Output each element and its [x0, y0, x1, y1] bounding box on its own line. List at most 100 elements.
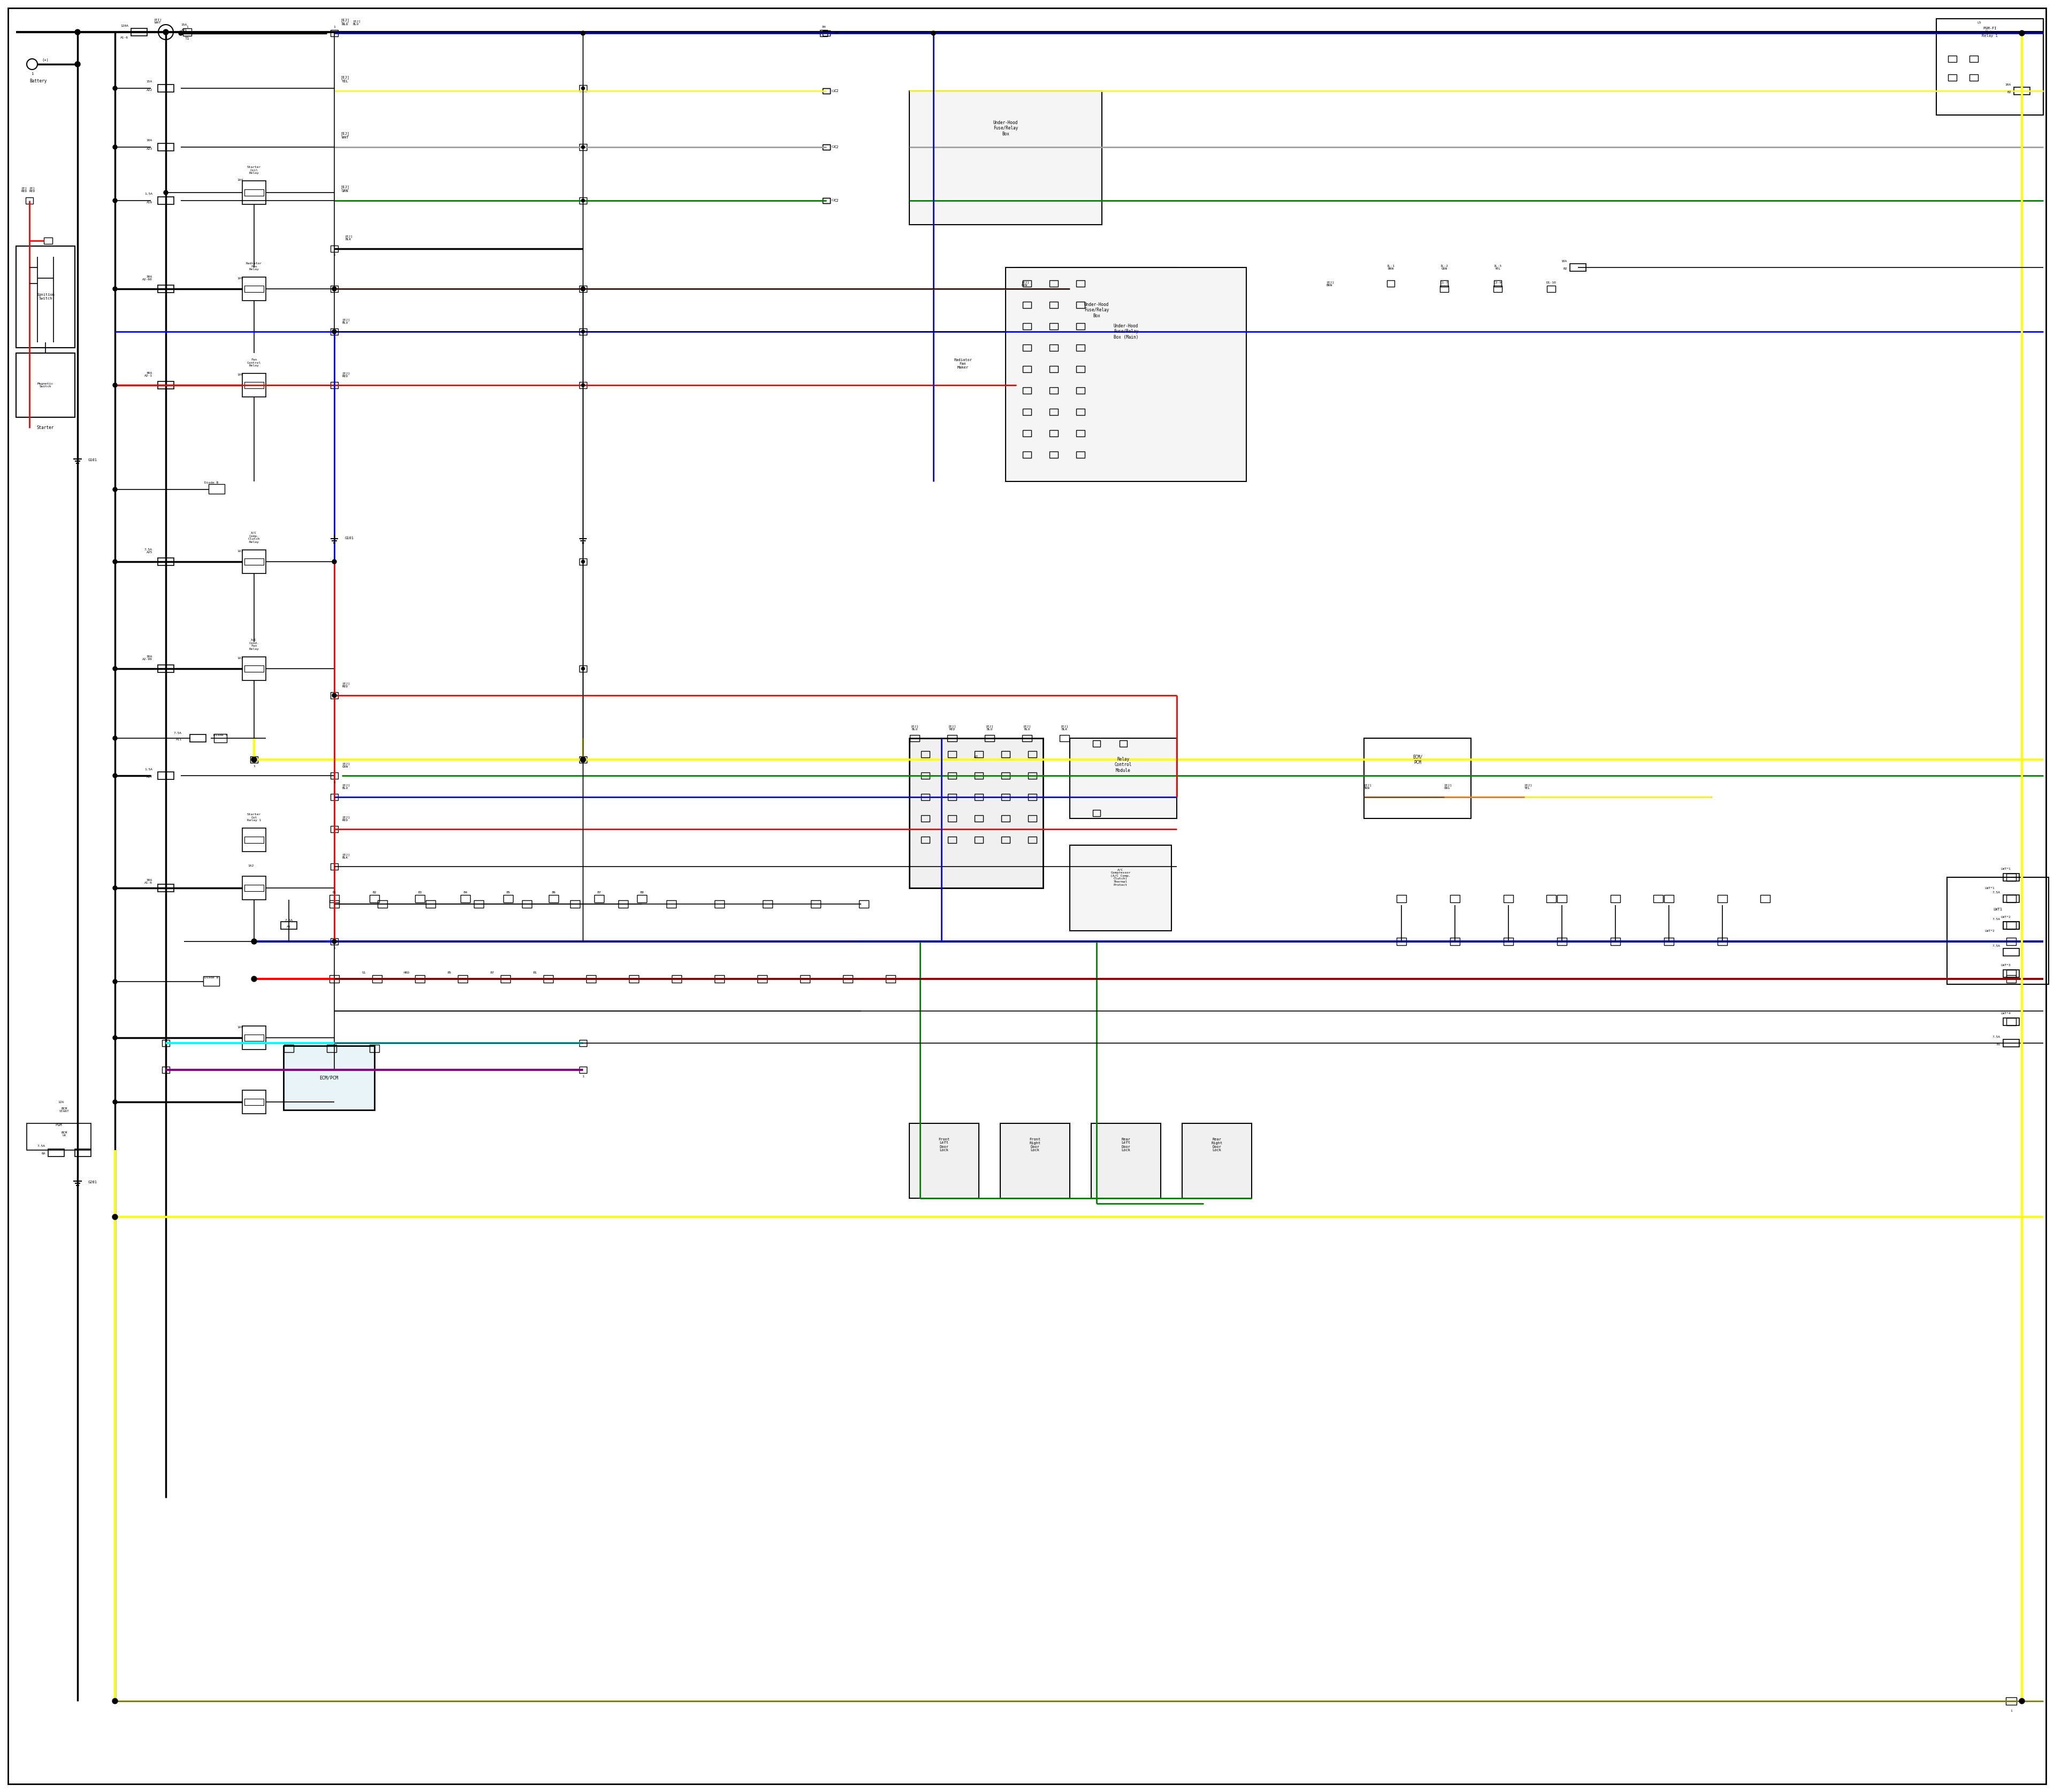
Text: [EJ]
WHT: [EJ] WHT [341, 133, 349, 140]
Circle shape [74, 61, 80, 66]
Text: BCM
START: BCM START [60, 1107, 70, 1113]
Text: Fan
Control
Relay: Fan Control Relay [246, 358, 261, 367]
Text: [EJ]
BLK: [EJ] BLK [343, 853, 351, 858]
Circle shape [113, 1036, 117, 1039]
Bar [158, 143, 175, 151]
Bar [824, 197, 830, 202]
Text: BCM
LK: BCM LK [62, 1131, 68, 1136]
Text: Starter: Starter [37, 425, 53, 430]
Text: A23: A23 [146, 147, 152, 151]
Bar [242, 550, 265, 573]
Bar [910, 738, 1043, 889]
Text: C2: C2 [834, 145, 838, 149]
Text: A/C
Cond.
Fan
Relay: A/C Cond. Fan Relay [249, 638, 259, 650]
Circle shape [113, 145, 117, 149]
Text: 6A: 6A [41, 1152, 45, 1156]
Bar [1493, 280, 1501, 287]
Bar [158, 665, 175, 672]
Bar [1504, 937, 1514, 944]
Text: Under-Hood
Fuse/Relay
Box: Under-Hood Fuse/Relay Box [1085, 303, 1109, 319]
Bar [242, 1027, 265, 1050]
Text: [E]
RED: [E] RED [29, 186, 35, 192]
Bar [203, 977, 220, 986]
Bar [503, 894, 514, 903]
Text: 10A: 10A [146, 140, 152, 142]
Text: Magnetic
Switch: Magnetic Switch [37, 382, 53, 389]
Bar [594, 894, 604, 903]
Bar [1002, 751, 1011, 758]
Circle shape [581, 30, 585, 36]
Text: A1-6: A1-6 [121, 36, 127, 39]
Bar [162, 1066, 170, 1073]
Bar [189, 735, 205, 742]
Text: [EJ]
BLK: [EJ] BLK [1060, 726, 1068, 731]
Bar [1970, 56, 1978, 63]
Text: 7.5A: 7.5A [1992, 944, 2001, 948]
Bar [1653, 894, 1664, 903]
Text: HRD: HRD [403, 971, 409, 973]
Bar [1029, 772, 1037, 780]
Bar [2003, 969, 2019, 977]
Circle shape [581, 561, 585, 563]
Text: [EJ]
BLU: [EJ] BLU [343, 783, 351, 790]
Text: 30A
A2-99: 30A A2-99 [142, 656, 152, 661]
Bar [1947, 73, 1957, 81]
Bar [824, 145, 830, 151]
Bar [1364, 738, 1471, 819]
Bar [1760, 894, 1771, 903]
Bar [242, 876, 265, 900]
Text: IL-2
GRN: IL-2 GRN [1440, 265, 1448, 271]
Bar [329, 975, 339, 982]
Bar [1493, 285, 1501, 292]
Bar [2003, 921, 2019, 930]
Bar [1970, 73, 1978, 81]
Bar [1091, 1124, 1161, 1199]
Bar [1947, 56, 1957, 63]
Text: [EJ]
GRN: [EJ] GRN [341, 185, 349, 192]
Circle shape [251, 756, 257, 762]
Text: IL-3
YEL: IL-3 YEL [1493, 265, 1501, 271]
Circle shape [162, 29, 168, 34]
Bar [158, 772, 175, 780]
Bar [2003, 1018, 2019, 1025]
Bar [579, 382, 587, 389]
Bar [801, 975, 809, 982]
Circle shape [581, 330, 585, 333]
Bar [885, 975, 896, 982]
Bar [1002, 815, 1011, 823]
Bar [158, 197, 175, 204]
Text: A11: A11 [177, 738, 183, 742]
Bar [331, 246, 339, 253]
Bar [331, 285, 339, 292]
Bar [1023, 452, 1031, 459]
Circle shape [333, 330, 337, 333]
Bar [1664, 937, 1674, 944]
Bar [1717, 894, 1727, 903]
Text: G101: G101 [345, 536, 353, 539]
Bar [910, 1124, 980, 1199]
Bar [283, 1047, 374, 1109]
Bar [2003, 873, 2019, 882]
Text: C3-9: C3-9 [1493, 281, 1501, 283]
Bar [1029, 815, 1037, 823]
Text: 120A: 120A [121, 25, 127, 27]
Text: Under-Hood
Fuse/Relay
Box (Main): Under-Hood Fuse/Relay Box (Main) [1113, 324, 1138, 340]
Bar [672, 975, 682, 982]
Bar [214, 735, 226, 742]
Bar [1050, 452, 1058, 459]
Bar [1029, 794, 1037, 801]
Bar [242, 278, 265, 301]
Bar [2007, 894, 2017, 903]
Bar [1440, 285, 1448, 292]
Bar [910, 735, 920, 742]
Text: A21: A21 [181, 29, 187, 32]
Text: [EJ]
BRN: [EJ] BRN [1021, 281, 1029, 287]
Text: LWT*2: LWT*2 [2001, 916, 2011, 918]
Text: Rear
Right
Door
Lock: Rear Right Door Lock [1212, 1138, 1222, 1152]
Bar [1386, 280, 1395, 287]
Bar [579, 328, 587, 335]
Text: B5: B5 [448, 971, 452, 973]
Text: Radiator
Fan
Relay: Radiator Fan Relay [246, 262, 263, 271]
Text: C2: C2 [834, 90, 838, 93]
Circle shape [581, 287, 585, 290]
